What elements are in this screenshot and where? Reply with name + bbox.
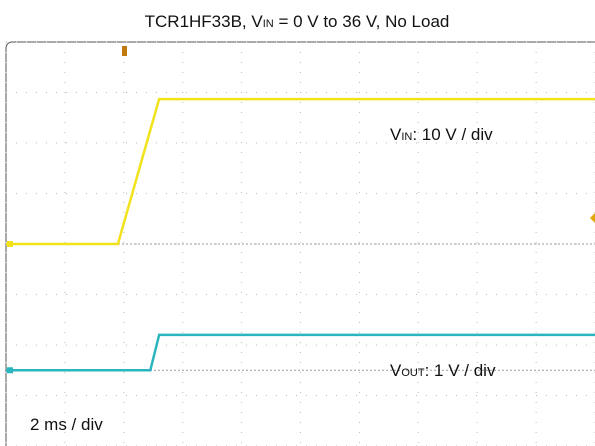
trigger-marker [122,46,127,56]
text-part: : 1 V / div [425,361,496,380]
subscript: OUT [401,367,425,379]
text-part: : 10 V / div [412,125,493,144]
trace [6,333,595,372]
subscript: IN [263,18,274,30]
time-scale: 2 ms / div [30,415,103,434]
channel-marker [7,241,13,247]
text-part: V [390,361,402,380]
text-part: = 0 V to 36 V, No Load [274,12,450,31]
text-part: V [390,125,402,144]
text-part: TCR1HF33B, V [145,12,264,31]
subscript: IN [401,131,412,143]
trace [6,97,595,246]
label: VOUT: 1 V / div [390,361,496,380]
channel-marker [7,367,13,374]
label: VIN: 10 V / div [390,125,493,144]
trigger-level [590,213,595,223]
label: TCR1HF33B, VIN = 0 V to 36 V, No Load [145,12,450,31]
